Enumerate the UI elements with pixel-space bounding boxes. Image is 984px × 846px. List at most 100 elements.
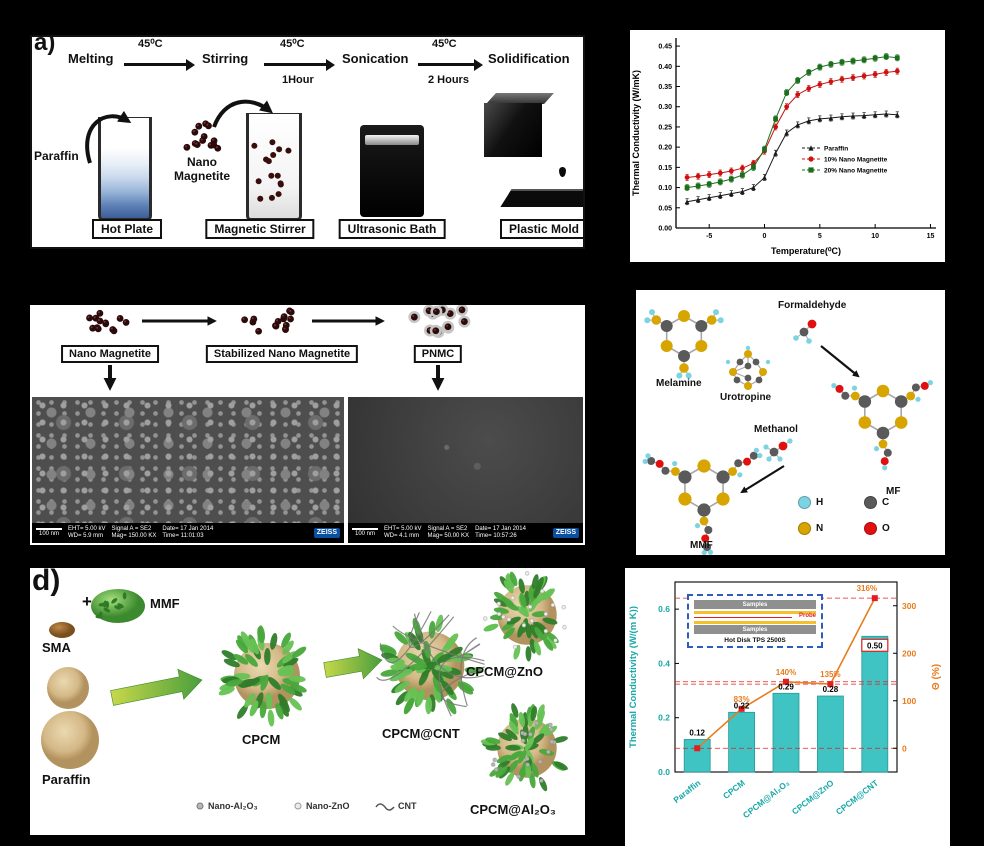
legend-nitrogen: N <box>798 522 823 535</box>
svg-text:Thermal Conductivity (W/mK): Thermal Conductivity (W/mK) <box>631 70 641 196</box>
molecule-layer <box>642 309 934 555</box>
svg-text:5: 5 <box>818 233 822 240</box>
sem1-micrograph <box>32 397 344 523</box>
carbon-dot-icon <box>864 496 877 509</box>
equipment-ultrasonic-bath: Ultrasonic Bath <box>338 219 446 239</box>
sem1-signal: Signal A = SE2 <box>111 526 152 533</box>
sem1-date: Date= 17 Jan 2014 <box>162 526 214 533</box>
mmf-label: MMF <box>690 540 713 551</box>
svg-text:0: 0 <box>763 233 767 240</box>
melamine-label: Melamine <box>656 378 702 389</box>
step-sonication: Sonication <box>342 51 409 66</box>
sem2-wd: WD= 4.1 mm <box>384 533 420 539</box>
svg-text:0.0: 0.0 <box>658 767 670 777</box>
nitrogen-dot-icon <box>798 522 811 535</box>
nano-magnetite-label: Nano Magnetite <box>173 155 230 183</box>
arrow3-time: 2 Hours <box>428 74 469 86</box>
panel-chemistry-mf-mmf: Formaldehyde Melamine Urotropine Methano… <box>636 290 945 555</box>
paraffin-label: Paraffin <box>42 772 91 787</box>
sem2-date: Date= 17 Jan 2014 <box>475 526 526 533</box>
arrow3-temp: 45⁰C <box>432 38 457 50</box>
svg-text:0.2: 0.2 <box>658 713 670 723</box>
cpcm-al2o3-label: CPCM@Al₂O₃ <box>470 802 556 817</box>
svg-text:0.50: 0.50 <box>867 641 883 650</box>
svg-text:0.12: 0.12 <box>689 728 705 737</box>
panel-label-a: a) <box>34 35 56 56</box>
arrow-stirring-to-sonication <box>264 58 335 71</box>
equipment-magnetic-stirrer: Magnetic Stirrer <box>205 219 315 239</box>
mf-label: MF <box>886 486 901 497</box>
svg-text:Paraffin: Paraffin <box>671 778 702 805</box>
sem2-scale-text: 100 nm <box>354 531 375 538</box>
svg-text:0.30: 0.30 <box>658 104 672 111</box>
svg-text:Temperature(⁰C): Temperature(⁰C) <box>771 246 841 256</box>
probe-line <box>694 616 792 618</box>
scale-bar <box>36 528 62 531</box>
svg-text:10% Nano Magnetite: 10% Nano Magnetite <box>824 157 888 164</box>
svg-text:15: 15 <box>927 233 935 240</box>
hydrogen-label: H <box>816 497 824 508</box>
svg-text:83%: 83% <box>734 695 750 704</box>
samples-label-top: Samples <box>742 601 768 608</box>
svg-text:0.10: 0.10 <box>658 185 672 192</box>
box-pnmc: PNMC <box>413 345 463 363</box>
svg-text:0.20: 0.20 <box>658 145 672 152</box>
paraffin-label: Paraffin <box>34 149 79 163</box>
sem1-time: Time= 11:01:03 <box>162 533 204 539</box>
zeiss-logo: ZEISS <box>552 527 579 539</box>
panel-a-preparation-process: a) Melting 45⁰C Stirring 45⁰C 1Hour Soni… <box>30 35 585 249</box>
svg-text:10: 10 <box>871 233 879 240</box>
svg-text:0.35: 0.35 <box>658 84 672 91</box>
formaldehyde-label: Formaldehyde <box>778 300 847 311</box>
panel-f-bar-chart: 83% 140% 135% 316% 0.12 0.22 0.29 0.28 0.50 0.0 0.… <box>625 568 950 846</box>
arrow-sonication-to-solidification <box>418 58 483 71</box>
mold-tray-graphic <box>500 189 583 207</box>
mold-cube-graphic <box>484 103 542 157</box>
svg-text:CPCM@CNT: CPCM@CNT <box>834 777 881 817</box>
step-stirring: Stirring <box>202 51 249 66</box>
panel-d-cpcm-composites: d) + MMF SMA Paraffin CPCM CPCM@CNT CPCM… <box>30 568 585 835</box>
equipment-hot-plate: Hot Plate <box>91 219 163 239</box>
bar-chart: 83% 140% 135% 316% 0.12 0.22 0.29 0.28 0.50 0.0 0.… <box>628 581 942 820</box>
panel-label-d: d) <box>32 568 61 597</box>
sem2-signal: Signal A = SE2 <box>427 526 468 533</box>
mica-layer-bottom <box>694 620 816 624</box>
cpcm-label: CPCM <box>242 732 281 747</box>
svg-text:Paraffin: Paraffin <box>824 146 848 153</box>
arrow1-temp: 45⁰C <box>138 38 163 50</box>
svg-text:0: 0 <box>902 743 907 753</box>
svg-text:CPCM@ZnO: CPCM@ZnO <box>790 777 836 816</box>
svg-text:0.40: 0.40 <box>658 64 672 71</box>
arrow-melting-to-stirring <box>124 58 195 71</box>
sem1-wd: WD= 5.9 mm <box>68 533 104 539</box>
oxygen-dot-icon <box>864 522 877 535</box>
svg-text:20% Nano Magnetite: 20% Nano Magnetite <box>824 168 888 175</box>
svg-text:200: 200 <box>902 648 916 658</box>
sem1-eht: EHT= 5.00 kV <box>68 526 106 533</box>
urotropine-label: Urotropine <box>720 392 772 403</box>
svg-text:0.15: 0.15 <box>658 165 672 172</box>
svg-text:140%: 140% <box>776 668 796 677</box>
svg-text:0.05: 0.05 <box>658 205 672 212</box>
svg-text:Θ (%): Θ (%) <box>931 664 942 690</box>
box-stabilized-nano-magnetite: Stabilized Nano Magnetite <box>205 345 359 363</box>
legend-hydrogen: H <box>798 496 823 509</box>
zeiss-logo: ZEISS <box>313 527 340 539</box>
sem2-scalebar: 100 nm <box>352 528 378 538</box>
svg-text:0.28: 0.28 <box>823 685 839 694</box>
svg-text:0.22: 0.22 <box>734 701 750 710</box>
paraffin-beaker-graphic <box>98 117 152 221</box>
svg-text:Thermal Conductivity (W/(m K)): Thermal Conductivity (W/(m K)) <box>628 606 639 748</box>
svg-text:CPCM: CPCM <box>721 778 747 801</box>
methanol-label: Methanol <box>754 424 798 435</box>
sma-label: SMA <box>42 640 71 655</box>
svg-text:316%: 316% <box>857 584 877 593</box>
arrow2-time: 1Hour <box>282 74 314 86</box>
legend-carbon: C <box>864 496 889 509</box>
sem2-time: Time= 10:57:26 <box>475 533 517 539</box>
carbon-label: C <box>882 497 890 508</box>
legend-oxygen: O <box>864 522 890 535</box>
sample-block-top: Samples <box>694 600 816 609</box>
hot-disk-inset: Samples Probe Samples Hot Disk TPS 2500S <box>687 594 823 648</box>
panel-c-pnmc-synthesis: Nano Magnetite Stabilized Nano Magnetite… <box>30 305 585 545</box>
